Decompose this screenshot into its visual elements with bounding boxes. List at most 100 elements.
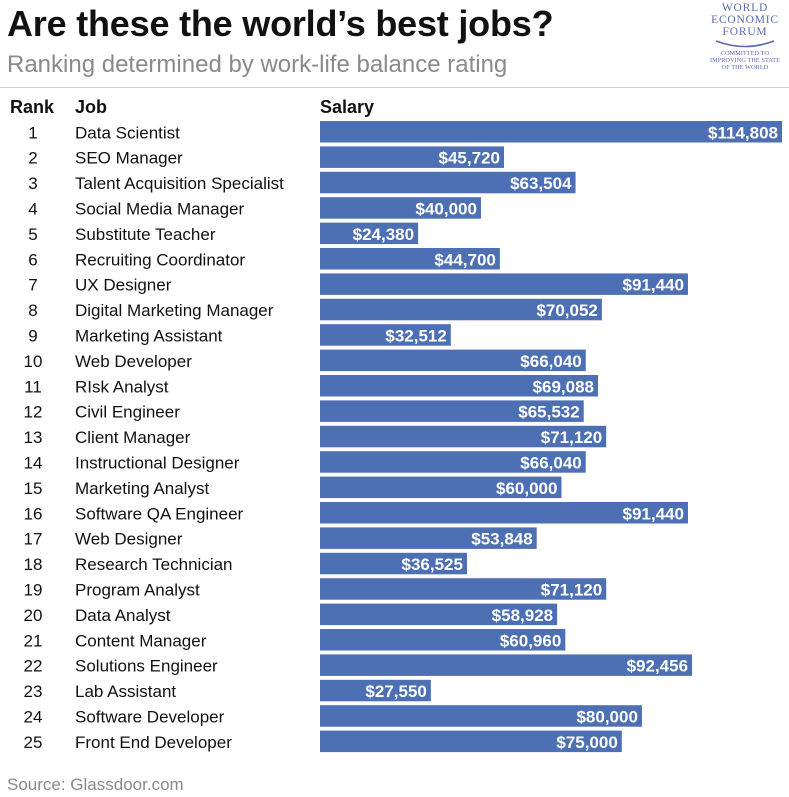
rank-label: 14 [24, 453, 43, 472]
salary-bar [320, 527, 537, 549]
salary-bar [320, 197, 481, 219]
rank-label: 3 [28, 174, 37, 193]
job-label: Civil Engineer [75, 403, 180, 422]
salary-value-label: $91,440 [623, 276, 684, 295]
rank-label: 16 [24, 504, 43, 523]
salary-bar [320, 476, 562, 499]
salary-bar [320, 654, 693, 676]
rank-label: 13 [24, 428, 43, 447]
rank-label: 9 [28, 326, 37, 345]
salary-column-header: Salary [320, 97, 375, 117]
job-label: Software QA Engineer [75, 504, 244, 523]
salary-bar [320, 121, 782, 143]
salary-bar [320, 171, 576, 194]
salary-value-label: $71,120 [541, 580, 602, 599]
job-label: Data Scientist [75, 123, 180, 142]
salary-value-label: $36,525 [402, 555, 463, 574]
rank-label: 10 [24, 352, 43, 371]
job-label: Marketing Assistant [75, 326, 223, 345]
logo-line-forum: FORUM [722, 26, 768, 38]
salary-value-label: $114,808 [708, 123, 778, 142]
salary-bar [320, 629, 566, 651]
job-label: Instructional Designer [75, 453, 240, 472]
salary-value-label: $45,720 [439, 149, 500, 168]
job-label: Web Developer [75, 352, 192, 371]
job-label: Talent Acquisition Specialist [75, 174, 284, 193]
salary-value-label: $66,040 [520, 352, 581, 371]
rank-label: 20 [24, 606, 43, 625]
job-label: Web Designer [75, 530, 183, 549]
salary-bar [320, 451, 586, 473]
rank-label: 24 [24, 707, 43, 726]
salary-value-label: $69,088 [533, 377, 594, 396]
salary-bar [320, 324, 451, 346]
page-title: Are these the world’s best jobs? [7, 3, 554, 44]
salary-bar [320, 146, 504, 168]
salary-value-label: $80,000 [576, 707, 637, 726]
salary-value-label: $32,512 [385, 326, 446, 345]
salary-value-label: $70,052 [536, 301, 597, 320]
salary-value-label: $71,120 [541, 428, 602, 447]
rank-label: 25 [24, 733, 43, 752]
job-label: Substitute Teacher [75, 225, 216, 244]
salary-bar [320, 400, 584, 422]
salary-bar [320, 375, 599, 397]
rank-label: 11 [24, 377, 42, 396]
rank-label: 2 [28, 149, 37, 168]
salary-bar [320, 273, 688, 295]
salary-value-label: $63,504 [510, 174, 572, 193]
salary-value-label: $58,928 [492, 606, 553, 625]
job-label: Social Media Manager [75, 199, 244, 218]
rank-label: 8 [28, 301, 37, 320]
rank-label: 23 [24, 682, 43, 701]
salary-value-label: $60,960 [500, 631, 561, 650]
rank-label: 1 [28, 123, 37, 142]
salary-bar [320, 349, 586, 372]
salary-value-label: $75,000 [556, 733, 617, 752]
job-label: Program Analyst [75, 580, 200, 599]
job-label: Lab Assistant [75, 682, 176, 701]
logo-line-economic: ECONOMIC [711, 14, 779, 26]
logo-tagline-3: OF THE WORLD [721, 64, 769, 71]
salary-bar [320, 705, 642, 727]
wef-logo: WORLD ECONOMIC FORUM COMMITTED TO IMPROV… [705, 2, 785, 84]
salary-bar [320, 298, 602, 321]
job-label: Data Analyst [75, 606, 171, 625]
job-label: Research Technician [75, 555, 233, 574]
salary-bar [320, 603, 558, 626]
job-label: Recruiting Coordinator [75, 250, 245, 269]
rank-label: 18 [24, 555, 43, 574]
job-label: UX Designer [75, 276, 172, 295]
salary-value-label: $24,380 [353, 225, 414, 244]
job-label: Marketing Analyst [75, 479, 209, 498]
page-subtitle: Ranking determined by work-life balance … [7, 51, 508, 78]
logo-line-world: WORLD [721, 2, 769, 14]
salary-value-label: $91,440 [623, 504, 684, 523]
source-note: Source: Glassdoor.com [7, 775, 184, 794]
job-label: Solutions Engineer [75, 657, 218, 676]
salary-bar [320, 502, 688, 524]
salary-value-label: $65,532 [518, 403, 579, 422]
rank-label: 22 [24, 657, 43, 676]
job-label: Front End Developer [75, 733, 232, 752]
job-label: SEO Manager [75, 149, 183, 168]
salary-bar [320, 679, 431, 702]
salary-value-label: $27,550 [365, 682, 426, 701]
salary-value-label: $44,700 [434, 250, 495, 269]
salary-bar [320, 222, 419, 245]
rank-label: 17 [24, 530, 43, 549]
rank-label: 6 [28, 250, 37, 269]
salary-value-label: $60,000 [496, 479, 557, 498]
job-column-header: Job [75, 97, 108, 117]
header-divider [0, 87, 789, 88]
job-label: Software Developer [75, 707, 225, 726]
rank-label: 19 [24, 580, 43, 599]
salary-bar [320, 578, 607, 600]
salary-bar [320, 552, 467, 575]
logo-tagline-1: COMMITTED TO [720, 50, 770, 57]
rank-label: 5 [28, 225, 37, 244]
job-label: Client Manager [75, 428, 191, 447]
job-label: RIsk Analyst [75, 377, 169, 396]
salary-bar [320, 248, 500, 270]
